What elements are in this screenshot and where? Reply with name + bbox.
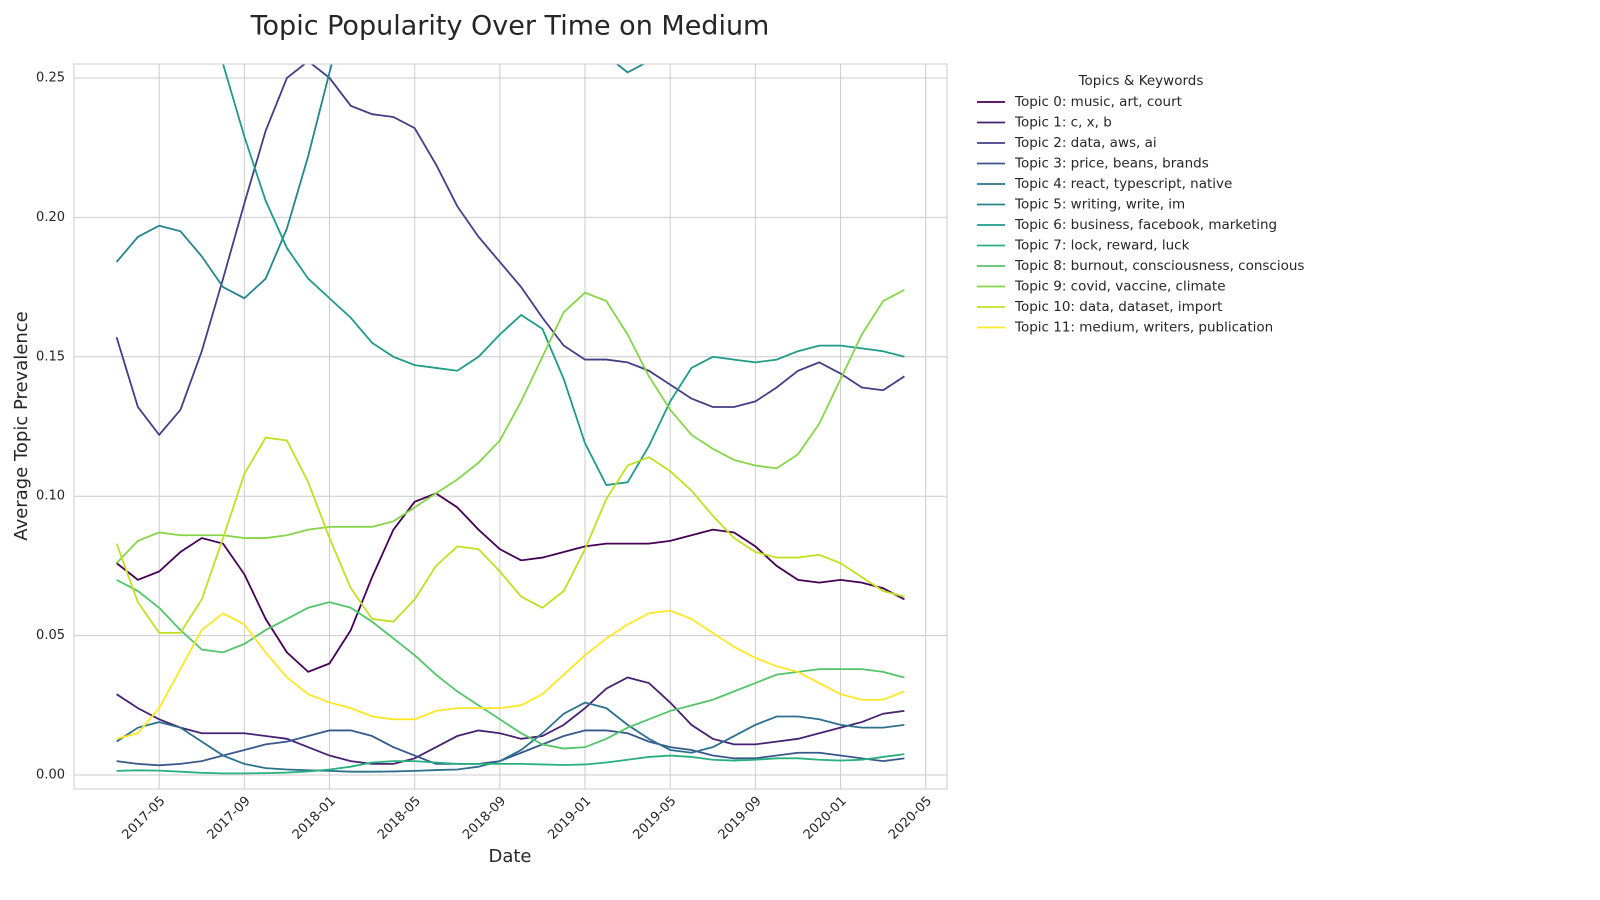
legend-label: Topic 11: medium, writers, publication <box>1014 320 1273 336</box>
y-axis-label: Average Topic Prevalence <box>11 311 32 540</box>
legend: Topics & Keywords Topic 0: music, art, c… <box>977 73 1304 336</box>
x-tick-label: 2018-09 <box>460 794 509 843</box>
legend-label: Topic 6: business, facebook, marketing <box>1014 217 1277 233</box>
legend-label: Topic 7: lock, reward, luck <box>1014 238 1190 254</box>
series-line <box>222 64 905 487</box>
y-tick-label: 0.10 <box>36 489 65 504</box>
legend-label: Topic 2: data, aws, ai <box>1014 135 1157 151</box>
x-tick-label: 2019-09 <box>716 794 765 843</box>
series-line <box>116 579 905 750</box>
legend-label: Topic 10: data, dataset, import <box>1014 299 1222 315</box>
series-line <box>115 436 905 634</box>
series-line <box>115 64 646 300</box>
legend-label: Topic 1: c, x, b <box>1014 115 1112 131</box>
y-tick-label: 0.25 <box>36 70 65 85</box>
series-line <box>116 492 905 673</box>
x-tick-label: 2018-01 <box>290 794 339 843</box>
legend-label: Topic 5: writing, write, im <box>1014 197 1185 213</box>
legend-label: Topic 0: music, art, court <box>1014 94 1182 110</box>
y-tick-label: 0.15 <box>36 349 65 364</box>
x-tick-label: 2020-01 <box>801 794 850 843</box>
series-line <box>115 289 905 564</box>
series-line <box>116 676 905 765</box>
legend-label: Topic 4: react, typescript, native <box>1014 176 1232 192</box>
x-tick-label: 2020-05 <box>886 794 935 843</box>
series-line <box>116 753 905 775</box>
x-tick-label: 2019-01 <box>545 794 594 843</box>
plot-frame <box>73 63 948 790</box>
series-line <box>116 701 905 773</box>
x-tick-label: 2018-05 <box>375 794 424 843</box>
series-line <box>116 609 905 740</box>
series-line <box>116 729 905 767</box>
y-tick-label: 0.05 <box>36 628 65 643</box>
series-line <box>115 64 905 437</box>
legend-label: Topic 9: covid, vaccine, climate <box>1014 279 1226 295</box>
grid <box>74 64 947 789</box>
legend-label: Topic 8: burnout, consciousness, conscio… <box>1014 258 1304 274</box>
chart-title: Topic Popularity Over Time on Medium <box>250 11 770 42</box>
x-tick-label: 2017-09 <box>205 794 254 843</box>
plot-area <box>115 64 905 775</box>
legend-title: Topics & Keywords <box>1078 73 1204 89</box>
legend-label: Topic 3: price, beans, brands <box>1014 156 1209 172</box>
x-tick-label: 2019-05 <box>630 794 679 843</box>
y-tick-label: 0.00 <box>36 768 65 783</box>
x-axis-label: Date <box>488 846 531 867</box>
x-tick-label: 2017-05 <box>119 794 168 843</box>
y-tick-label: 0.20 <box>36 210 65 225</box>
